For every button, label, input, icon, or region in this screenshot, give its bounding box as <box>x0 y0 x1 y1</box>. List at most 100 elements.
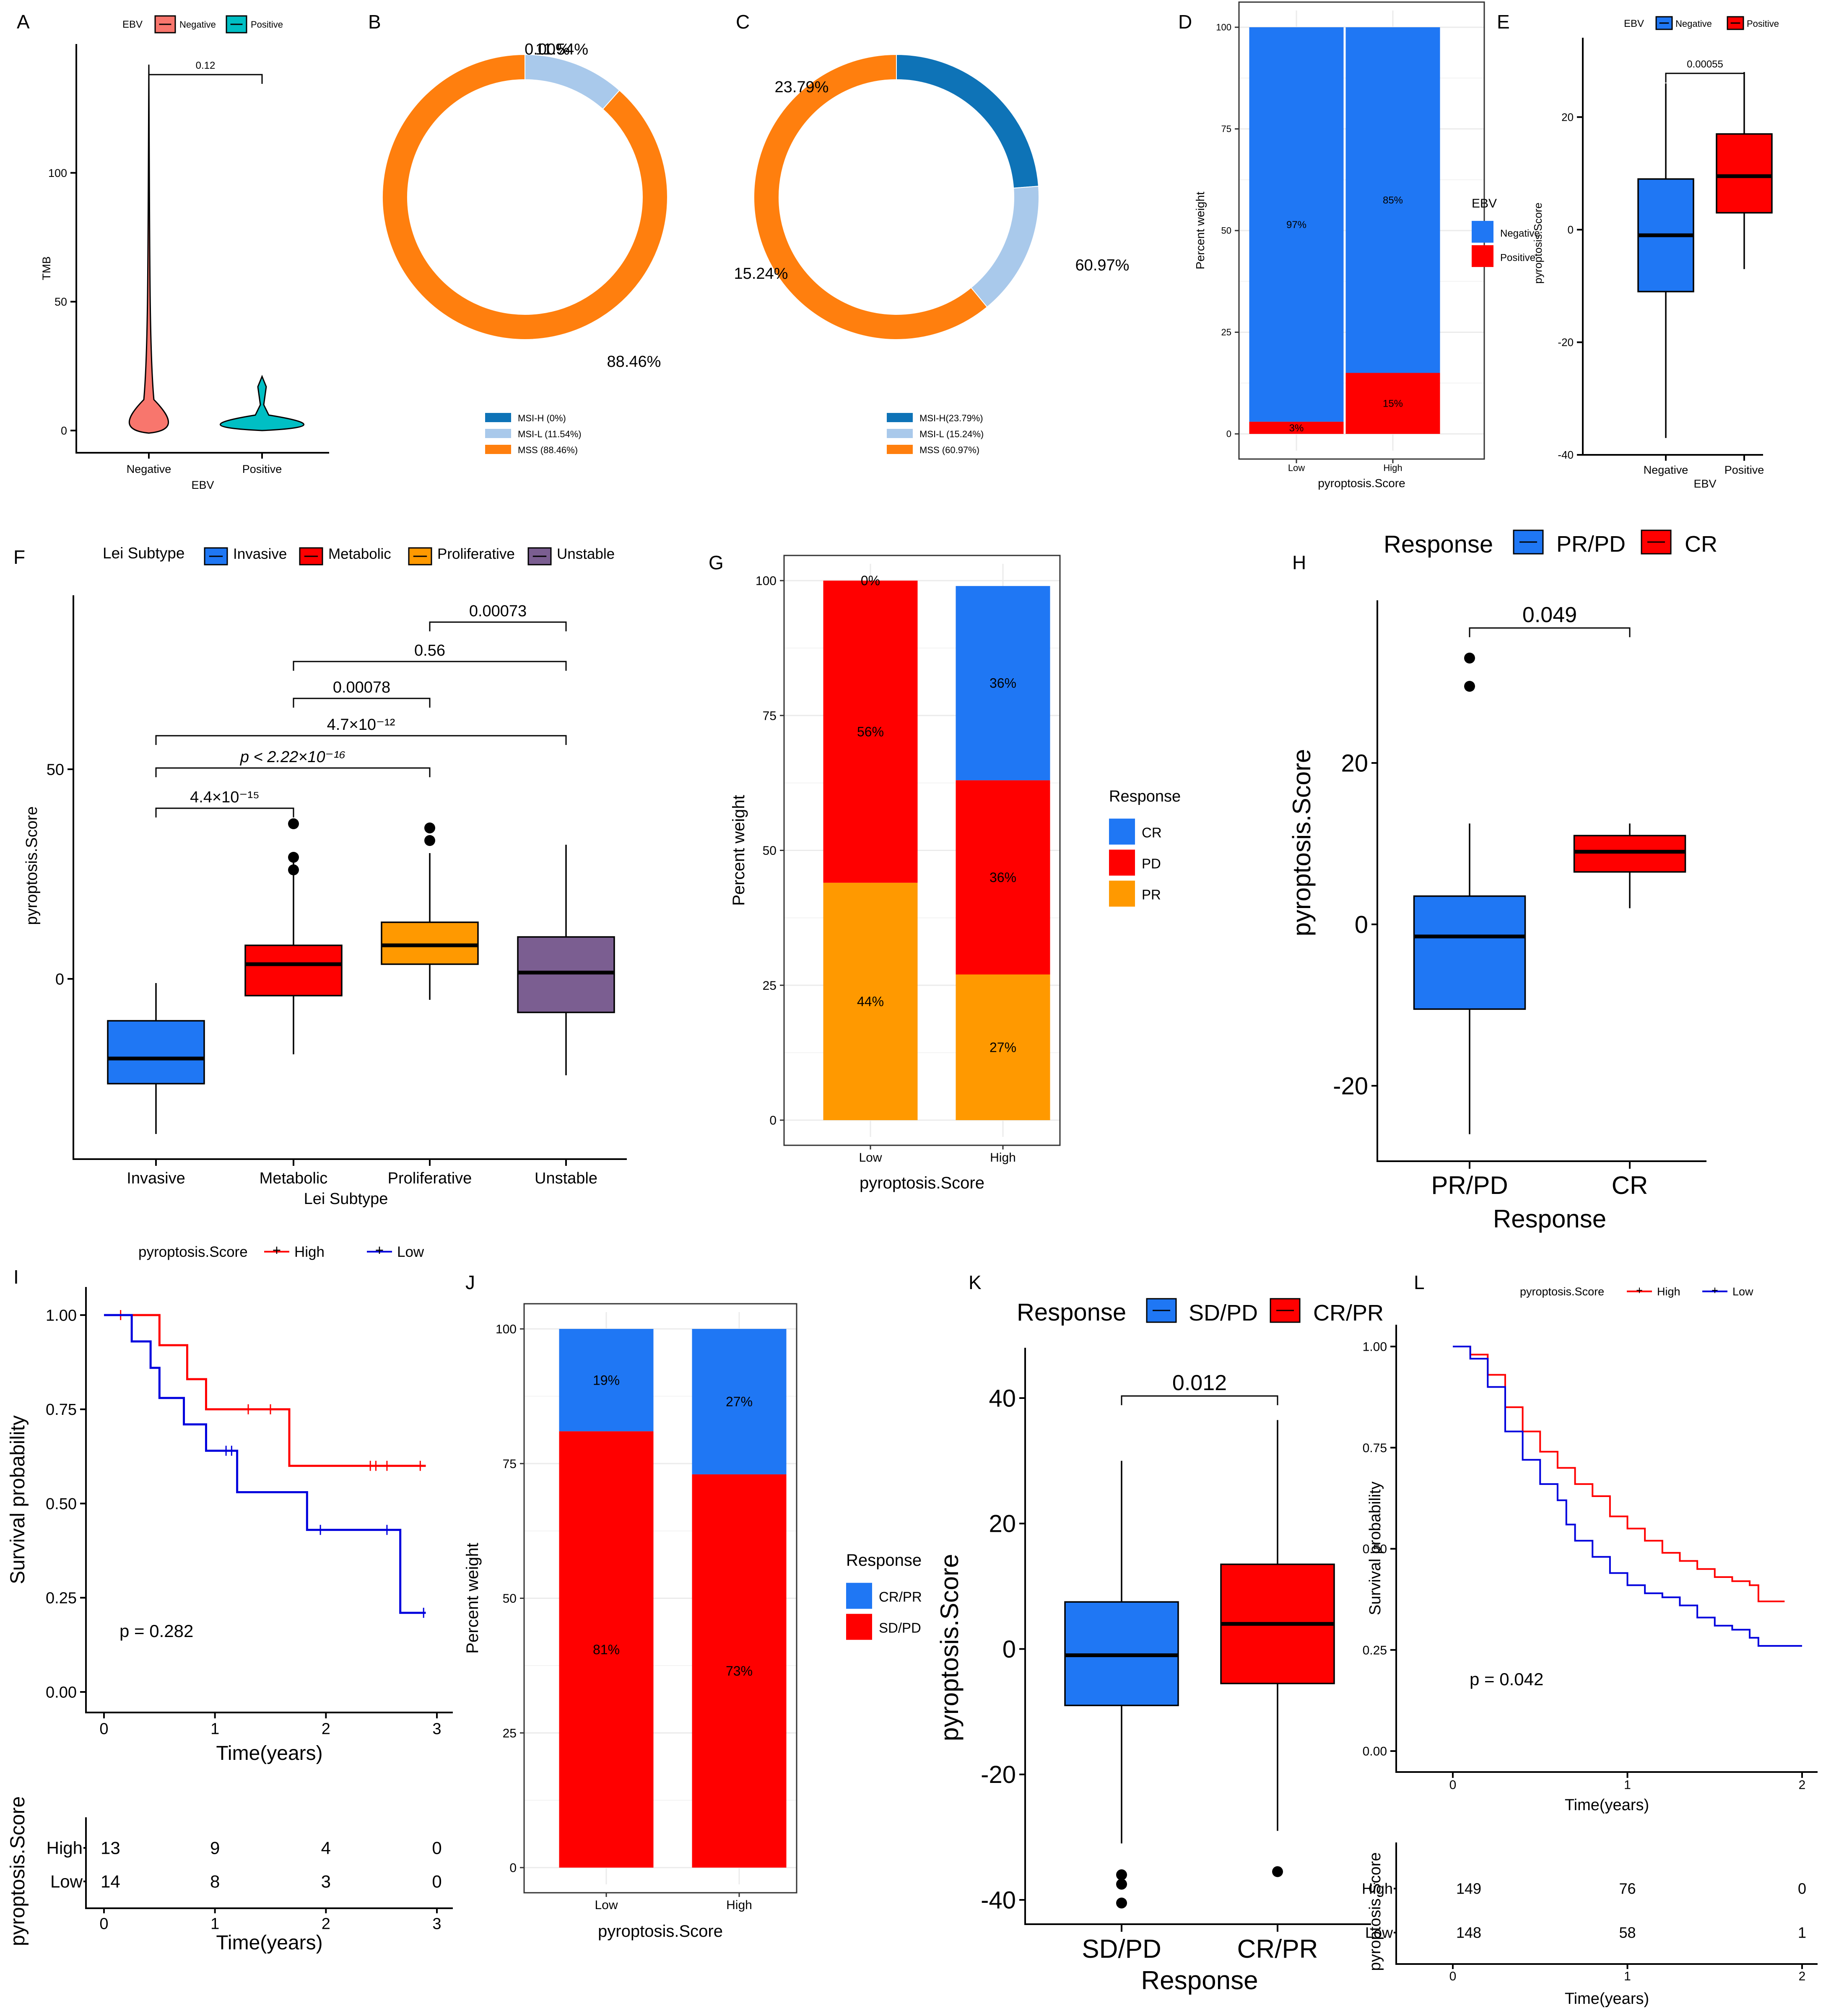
A-violin-positive <box>219 374 305 431</box>
A-y-axis-title: TMB <box>40 257 53 280</box>
K-y-axis-title: pyroptosis.Score <box>935 1554 964 1741</box>
H-comparison <box>1469 627 1631 637</box>
panel-label-H: H <box>1292 552 1306 573</box>
K-y-tick-label: -40 <box>981 1886 1016 1914</box>
L-legend-title: pyroptosis.Score <box>1520 1285 1604 1298</box>
C-slice-1 <box>970 186 1039 308</box>
E-box-positive-box <box>1716 133 1773 214</box>
G-bar-label-CR-High: 36% <box>990 676 1016 691</box>
J-legend-label-SD/PD: SD/PD <box>879 1620 921 1635</box>
F-comparison-4 <box>293 661 567 671</box>
J-legend-swatch-SD/PD <box>846 1614 872 1640</box>
I-y-tick-label: 0.00 <box>46 1684 77 1701</box>
F-box-Metabolic-outlier <box>288 818 299 829</box>
J-bar-label-SD/PD-High: 73% <box>726 1663 753 1679</box>
I-risk-count: 8 <box>210 1872 220 1891</box>
E-x-tick-label: Positive <box>1725 464 1764 476</box>
G-bar-label-CR-Low: 0% <box>861 573 880 588</box>
J-bar-label-SD/PD-Low: 81% <box>593 1642 620 1657</box>
panel-label-A: A <box>17 11 30 33</box>
I-y-tick-label: 0.25 <box>46 1590 77 1607</box>
H-box-prpd-box <box>1413 895 1526 1010</box>
F-box-Metabolic-outlier <box>288 864 299 875</box>
D-y-tick-label: 75 <box>1221 124 1231 134</box>
A-legend-label-negative: Negative <box>179 19 216 30</box>
C-legend-swatch-0 <box>887 413 913 422</box>
comparison-pvalue: 0.56 <box>414 642 445 659</box>
H-legend-label-cr: CR <box>1685 532 1717 557</box>
I-legend-mark-Low: + <box>375 1242 384 1258</box>
G-y-tick-label: 75 <box>763 709 777 723</box>
J-bar-CR/PR-High <box>692 1329 787 1474</box>
J-bar-SD/PD-High <box>692 1474 787 1868</box>
B-slice-2 <box>382 54 668 340</box>
I-risk-axes <box>85 1817 453 1909</box>
A-violin-negative <box>128 65 169 434</box>
K-box-sdpd-outlier <box>1116 1878 1127 1890</box>
D-bar-Positive-High <box>1345 373 1440 434</box>
L-risk-count: 58 <box>1619 1924 1636 1941</box>
K-x-tick-label: CR/PR <box>1237 1935 1318 1964</box>
H-x-axis-title: Response <box>1493 1205 1606 1233</box>
F-legend-swatch-Invasive <box>204 547 228 566</box>
F-y-axis-title: pyroptosis.Score <box>23 806 41 925</box>
I-risk-count: 4 <box>321 1838 331 1858</box>
comparison-pvalue: 4.7×10⁻¹² <box>327 716 395 734</box>
F-y-tick-label: 50 <box>47 761 64 778</box>
B-legend-swatch-2 <box>485 445 511 454</box>
panel-label-I: I <box>13 1266 19 1288</box>
A-x-axis-title: EBV <box>191 479 214 491</box>
B-slice-label-0: 0.00% <box>525 41 570 58</box>
L-risk-group-Low: Low <box>1365 1924 1393 1941</box>
D-legend-label-Negative: Negative <box>1500 228 1540 239</box>
G-bar-PD-High <box>956 780 1050 975</box>
H-y-tick-label: 20 <box>1341 750 1368 777</box>
L-pvalue: p = 0.042 <box>1470 1669 1543 1689</box>
D-x-tick-label: High <box>1383 463 1402 473</box>
I-y-tick-label: 1.00 <box>46 1307 77 1324</box>
F-x-tick-label: Proliferative <box>388 1170 472 1187</box>
K-y-tick-label: 0 <box>1003 1636 1016 1663</box>
L-y-tick-label: 0.25 <box>1363 1643 1387 1657</box>
I-legend-mark-High: + <box>273 1242 281 1258</box>
I-x-tick-label: 0 <box>99 1720 108 1738</box>
G-legend-swatch-PR <box>1109 880 1135 907</box>
G-y-tick-label: 100 <box>756 574 777 588</box>
G-bar-label-PR-High: 27% <box>990 1040 1016 1055</box>
L-risk-group-High: High <box>1362 1880 1393 1897</box>
comparison-pvalue: 0.049 <box>1522 603 1577 627</box>
panel-label-G: G <box>709 552 724 573</box>
B-legend-swatch-0 <box>485 413 511 422</box>
D-bar-Negative-Low <box>1249 27 1344 422</box>
E-legend-label-negative: Negative <box>1675 18 1712 29</box>
K-y-tick-label: 40 <box>989 1385 1016 1412</box>
I-risk-count: 13 <box>101 1838 120 1858</box>
K-legend-label-crpr: CR/PR <box>1313 1300 1384 1326</box>
J-y-tick-label: 100 <box>496 1323 517 1336</box>
L-x-axis-title: Time(years) <box>1565 1796 1649 1814</box>
B-legend-swatch-1 <box>485 429 511 438</box>
F-legend-title: Lei Subtype <box>103 545 184 562</box>
L-risk-count: 1 <box>1798 1924 1806 1941</box>
L-x-tick-label: 0 <box>1449 1778 1457 1792</box>
comparison-pvalue: p < 2.22×10⁻¹⁶ <box>240 748 345 766</box>
C-slice-label-2: 60.97% <box>1075 257 1130 274</box>
F-x-tick-label: Metabolic <box>260 1170 328 1187</box>
I-risk-group-High: High <box>47 1838 83 1858</box>
J-bar-label-CR/PR-Low: 19% <box>593 1373 620 1388</box>
L-risk-axes <box>1395 1842 1818 1965</box>
I-risk-count: 14 <box>101 1872 120 1891</box>
panel-label-B: B <box>368 11 381 33</box>
panel-label-C: C <box>736 11 750 33</box>
F-box-Proliferative-box <box>381 921 479 965</box>
L-risk-x-tick-label: 2 <box>1799 1969 1806 1983</box>
L-x-tick-label: 1 <box>1624 1778 1631 1792</box>
J-x-axis-title: pyroptosis.Score <box>598 1922 723 1941</box>
L-risk-x-tick-label: 0 <box>1449 1969 1457 1983</box>
H-x-tick-label: CR <box>1612 1171 1648 1199</box>
H-y-axis-title: pyroptosis.Score <box>1288 749 1316 937</box>
J-legend-title: Response <box>846 1551 922 1570</box>
L-curve-High <box>1453 1346 1785 1602</box>
comparison-pvalue: 0.12 <box>196 60 216 71</box>
I-legend-title: pyroptosis.Score <box>138 1244 248 1260</box>
